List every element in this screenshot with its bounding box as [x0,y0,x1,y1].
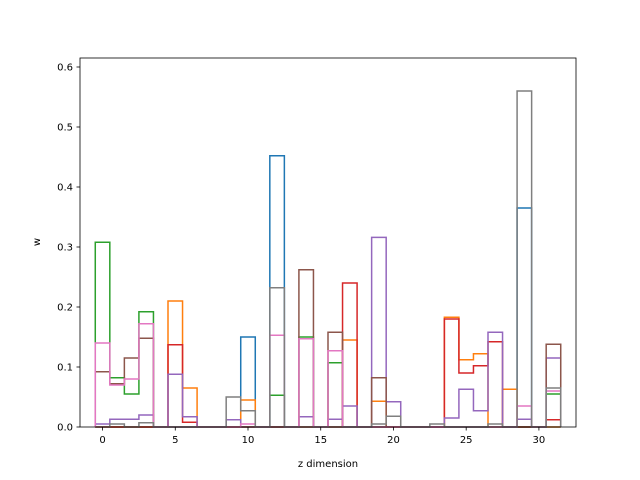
x-tick-label: 10 [242,435,255,446]
y-tick-label: 0.0 [57,423,73,434]
x-ticks: 0 5 10 15 20 25 30 [99,427,545,446]
y-tick-label: 0.1 [57,363,73,374]
x-tick-label: 5 [172,435,178,446]
x-tick-label: 20 [387,435,400,446]
y-tick-label: 0.5 [57,123,73,134]
x-tick-label: 25 [460,435,473,446]
y-tick-label: 0.3 [57,243,73,254]
x-tick-label: 15 [314,435,327,446]
y-axis-label: w [32,238,43,246]
x-axis-label: z dimension [298,459,358,470]
y-tick-label: 0.6 [57,63,73,74]
series-line-3 [95,282,562,428]
y-tick-label: 0.4 [57,183,73,194]
x-tick-label: 0 [99,435,105,446]
y-ticks: 0.0 0.1 0.2 0.3 0.4 0.5 0.6 [57,63,80,434]
x-tick-label: 30 [533,435,546,446]
y-tick-label: 0.2 [57,303,73,314]
axes-frame [79,57,577,428]
